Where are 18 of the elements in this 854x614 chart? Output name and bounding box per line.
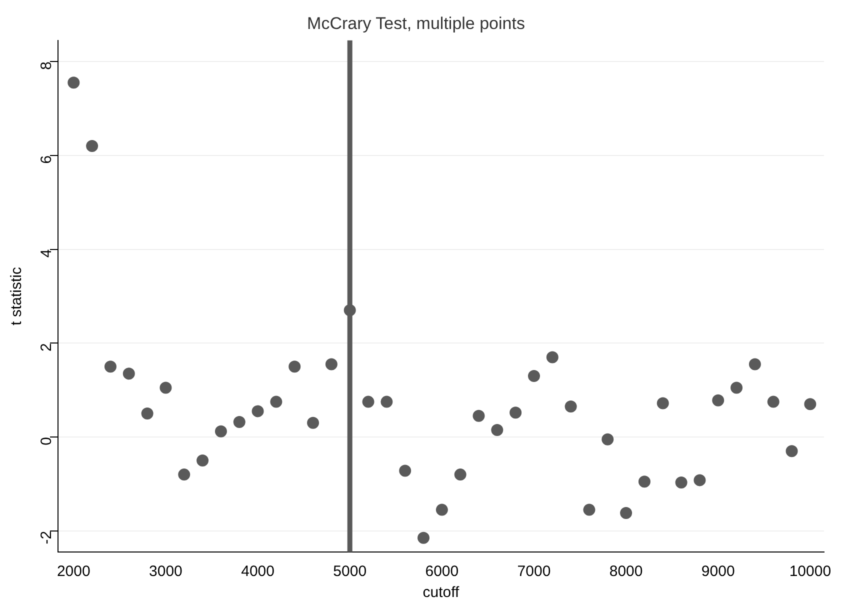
x-tick-label: 8000 [609,563,643,580]
x-tick-label: 3000 [149,563,182,580]
x-tick-label: 7000 [517,563,551,580]
x-tick-label: 5000 [333,563,367,580]
x-axis-title: cutoff [422,584,460,602]
x-tick-label: 9000 [701,563,735,580]
x-tick-label: 2000 [56,563,90,580]
y-tick-label: 0 [38,437,56,446]
x-tick-label: 10000 [789,563,832,580]
y-tick-label: -2 [38,530,56,544]
chart-title: McCrary Test, multiple points [307,14,525,33]
x-tick-label: 4000 [241,563,274,580]
y-axis-title: t statistic [8,266,26,326]
y-tick-label: 6 [38,155,56,164]
y-tick-label: 4 [38,249,56,258]
x-tick-label: 6000 [425,563,459,580]
y-tick-label: 8 [38,62,56,70]
y-tick-label: 2 [38,343,56,352]
